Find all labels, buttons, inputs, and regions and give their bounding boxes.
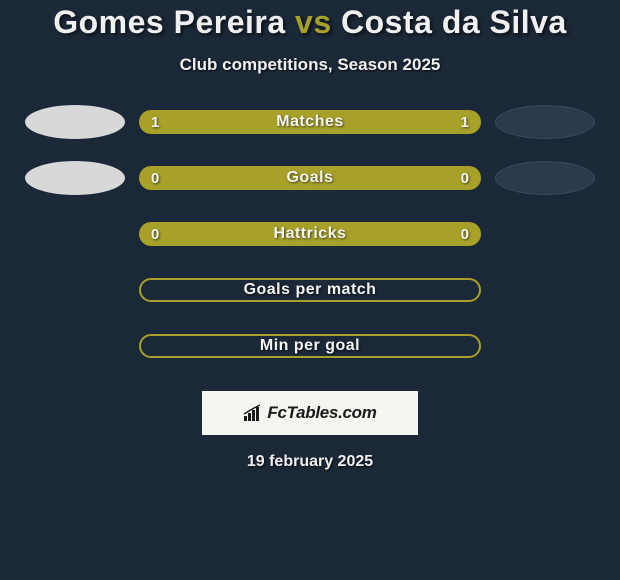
stat-row-goals: 0 Goals 0 (0, 161, 620, 195)
stat-left-value: 1 (151, 114, 159, 131)
player1-avatar-icon (25, 161, 125, 195)
stat-bar: 0 Hattricks 0 (139, 222, 481, 246)
stat-left-value: 0 (151, 170, 159, 187)
date-label: 19 february 2025 (247, 453, 373, 471)
brand-badge[interactable]: FcTables.com (202, 391, 418, 435)
chart-icon (243, 404, 263, 422)
player1-name: Gomes Pereira (53, 4, 285, 40)
stat-bar: 1 Matches 1 (139, 110, 481, 134)
stat-bar: 0 Goals 0 (139, 166, 481, 190)
page-title: Gomes Pereira vs Costa da Silva (53, 4, 567, 41)
stat-label: Min per goal (260, 337, 360, 355)
vs-separator: vs (295, 4, 332, 40)
stat-left-value: 0 (151, 226, 159, 243)
player2-name: Costa da Silva (341, 4, 567, 40)
player1-avatar-icon (25, 105, 125, 139)
stat-row-min-per-goal: Min per goal (0, 329, 620, 363)
stat-right-value: 1 (461, 114, 469, 131)
comparison-card: Gomes Pereira vs Costa da Silva Club com… (0, 0, 620, 471)
brand-name: FcTables.com (267, 403, 376, 423)
spacer (25, 217, 125, 251)
stat-bar: Goals per match (139, 278, 481, 302)
subtitle: Club competitions, Season 2025 (180, 55, 441, 75)
stat-right-value: 0 (461, 170, 469, 187)
spacer (495, 329, 595, 363)
stat-row-matches: 1 Matches 1 (0, 105, 620, 139)
stat-right-value: 0 (461, 226, 469, 243)
spacer (25, 273, 125, 307)
player2-avatar-icon (495, 161, 595, 195)
stat-bar: Min per goal (139, 334, 481, 358)
player2-avatar-icon (495, 105, 595, 139)
stat-label: Matches (276, 113, 344, 131)
spacer (495, 217, 595, 251)
stat-row-hattricks: 0 Hattricks 0 (0, 217, 620, 251)
stat-row-goals-per-match: Goals per match (0, 273, 620, 307)
stat-label: Hattricks (274, 225, 347, 243)
spacer (495, 273, 595, 307)
spacer (25, 329, 125, 363)
stat-label: Goals (287, 169, 334, 187)
stats-list: 1 Matches 1 0 Goals 0 0 Hattricks 0 (0, 105, 620, 363)
stat-label: Goals per match (244, 281, 377, 299)
